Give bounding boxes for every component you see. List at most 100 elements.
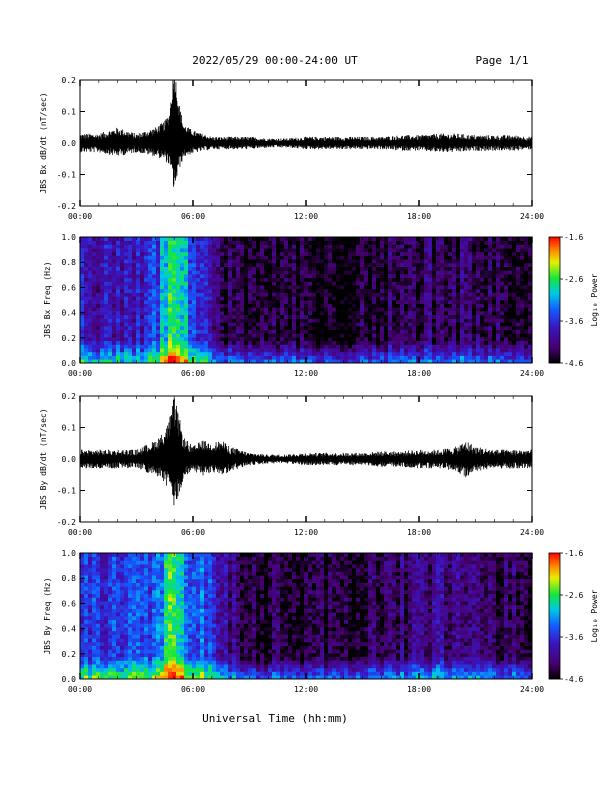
heatmap-cell (104, 671, 109, 676)
colorbar-tick-label: -2.6 (564, 275, 583, 284)
heatmap-cell (100, 578, 105, 583)
heatmap-cell (208, 307, 213, 312)
heatmap-cell (416, 285, 421, 290)
heatmap-cell (104, 553, 109, 558)
heatmap-cell (440, 348, 445, 353)
heatmap-cell (108, 355, 113, 360)
heatmap-cell (124, 266, 129, 271)
heatmap-cell (364, 266, 369, 271)
heatmap-cell (108, 553, 113, 558)
heatmap-cell (116, 314, 121, 319)
heatmap-cell (164, 649, 169, 654)
heatmap-cell (116, 597, 121, 602)
heatmap-cell (528, 262, 533, 267)
heatmap-cell (80, 675, 85, 680)
heatmap-cell (464, 266, 469, 271)
heatmap-cell (88, 340, 93, 345)
heatmap-cell (324, 285, 329, 290)
heatmap-cell (204, 322, 209, 327)
heatmap-cell (140, 664, 145, 669)
heatmap-cell (248, 259, 253, 264)
heatmap-cell (116, 601, 121, 606)
heatmap-cell (304, 251, 309, 256)
heatmap-cell (316, 307, 321, 312)
heatmap-cell (144, 627, 149, 632)
heatmap-cell (108, 593, 113, 598)
heatmap-cell (128, 266, 133, 271)
heatmap-cell (96, 582, 101, 587)
heatmap-cell (324, 300, 329, 305)
heatmap-cell (220, 322, 225, 327)
heatmap-cell (164, 627, 169, 632)
heatmap-cell (452, 318, 457, 323)
heatmap-cell (468, 351, 473, 356)
heatmap-cell (356, 355, 361, 360)
heatmap-cell (440, 329, 445, 334)
heatmap-cell (268, 240, 273, 245)
heatmap-cell (288, 359, 293, 364)
heatmap-cell (268, 277, 273, 282)
heatmap-cell (128, 329, 133, 334)
heatmap-cell (356, 255, 361, 260)
heatmap-cell (304, 307, 309, 312)
heatmap-cell (436, 351, 441, 356)
heatmap-cell (524, 311, 529, 316)
heatmap-cell (376, 292, 381, 297)
heatmap-cell (84, 582, 89, 587)
heatmap-cell (180, 296, 185, 301)
heatmap-cell (356, 259, 361, 264)
heatmap-cell (108, 638, 113, 643)
heatmap-cell (260, 311, 265, 316)
heatmap-cell (380, 259, 385, 264)
heatmap-cell (172, 251, 177, 256)
heatmap-cell (512, 355, 517, 360)
heatmap-cell (296, 259, 301, 264)
heatmap-cell (520, 355, 525, 360)
x-tick-label: 24:00 (520, 212, 544, 221)
heatmap-cell (356, 244, 361, 249)
heatmap-cell (124, 296, 129, 301)
heatmap-cell (184, 329, 189, 334)
heatmap-cell (280, 300, 285, 305)
heatmap-cell (292, 340, 297, 345)
heatmap-cell (184, 322, 189, 327)
heatmap-cell (464, 351, 469, 356)
heatmap-cell (332, 329, 337, 334)
heatmap-cell (168, 318, 173, 323)
heatmap-cell (208, 270, 213, 275)
heatmap-cell (524, 259, 529, 264)
heatmap-cell (128, 560, 133, 565)
heatmap-cell (272, 281, 277, 286)
heatmap-cell (488, 351, 493, 356)
heatmap-cell (120, 567, 125, 572)
heatmap-cell (468, 244, 473, 249)
heatmap-cell (340, 248, 345, 253)
heatmap-cell (120, 660, 125, 665)
heatmap-cell (172, 329, 177, 334)
heatmap-cell (368, 348, 373, 353)
heatmap-cell (304, 311, 309, 316)
heatmap-cell (256, 285, 261, 290)
heatmap-cell (200, 237, 205, 242)
heatmap-cell (268, 244, 273, 249)
heatmap-cell (504, 281, 509, 286)
heatmap-cell (200, 266, 205, 271)
heatmap-cell (476, 296, 481, 301)
heatmap-cell (376, 251, 381, 256)
heatmap-cell (324, 314, 329, 319)
heatmap-cell (128, 292, 133, 297)
heatmap-cell (112, 311, 117, 316)
heatmap-cell (168, 251, 173, 256)
heatmap-cell (156, 575, 161, 580)
heatmap-cell (456, 318, 461, 323)
colorbar-swatch (549, 358, 560, 362)
heatmap-cell (480, 281, 485, 286)
heatmap-cell (208, 322, 213, 327)
heatmap-cell (328, 296, 333, 301)
colorbar-tick-label: -1.6 (564, 233, 583, 242)
heatmap-cell (240, 292, 245, 297)
heatmap-cell (388, 281, 393, 286)
heatmap-cell (424, 359, 429, 364)
heatmap-cell (180, 292, 185, 297)
heatmap-cell (176, 255, 181, 260)
